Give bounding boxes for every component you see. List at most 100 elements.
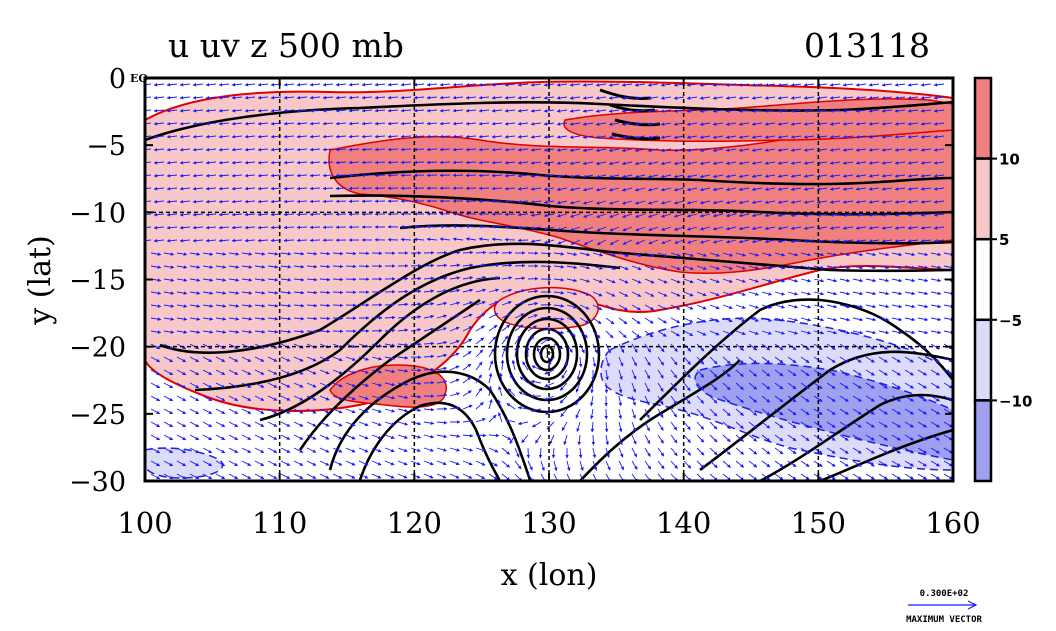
colorbar-tick-label: −10 [999,392,1032,410]
wind-vector [189,460,200,467]
wind-vector [384,343,396,348]
wind-vector [462,313,473,319]
wind-vector [348,82,360,87]
wind-vector [387,121,399,126]
wind-vector [231,199,243,204]
wind-vector [335,121,347,126]
wind-vector [254,408,265,414]
wind-vector [150,304,162,308]
wind-vector [205,212,217,217]
wind-vector [335,173,347,178]
wind-vector [257,121,269,126]
wind-vector [478,224,490,229]
wind-vector [280,356,291,362]
wind-vector [228,291,240,295]
wind-vector [283,199,295,204]
wind-vector [215,330,227,334]
wind-vector [189,447,200,454]
wind-vector [462,276,474,280]
wind-vector [374,134,386,139]
wind-vector [267,382,278,388]
wind-vector [296,160,308,165]
wind-vector [387,95,399,100]
wind-vector [280,303,292,308]
wind-vector [426,134,438,139]
wind-vector [296,173,308,178]
wind-vector [189,265,201,269]
wind-vector [202,434,213,441]
wind-vector [371,356,383,361]
wind-vector [361,147,373,152]
wind-vector [436,276,448,280]
wind-vector [254,278,266,282]
wind-vector [244,95,256,100]
wind-vector [397,408,409,413]
wind-vector [153,134,165,139]
wind-vector [361,186,373,191]
z-contour [159,242,953,354]
colorbar-band [973,237,993,322]
wind-vector [166,199,178,204]
wind-vector [319,395,330,401]
wind-vector [215,369,226,376]
wind-vector [332,408,343,414]
wind-vector [462,363,472,371]
wind-vector [163,356,174,363]
wind-vector [267,395,278,401]
wind-vector [293,369,304,375]
wind-vector [150,408,161,415]
wind-vector [218,160,230,165]
wind-vector [423,434,435,439]
wind-vector [397,302,409,307]
wind-vector [189,473,200,480]
wind-vector [215,304,227,308]
wind-vector [254,473,265,480]
wind-vector [293,382,304,388]
wind-vector [332,421,343,427]
wind-vector [413,82,425,87]
wind-vector [436,460,447,466]
wind-vector [296,147,308,152]
wind-vector [449,250,461,255]
wind-vector [374,160,386,165]
wind-vector [436,289,448,293]
wind-vector [283,225,295,230]
wind-vector [306,277,318,282]
wind-vector [241,447,252,454]
wind-vector [348,173,360,178]
wind-vector [218,173,230,178]
wind-vector [465,173,477,178]
wind-vector [176,265,188,269]
wind-vector [296,82,308,87]
wind-vector [319,421,330,427]
wind-vector [218,225,230,230]
z-contour [699,350,953,472]
y-tick-label: −20 [69,333,126,364]
wind-vector [283,121,295,126]
wind-vector [306,421,317,427]
wind-vector [452,108,464,113]
wind-vector [231,147,243,152]
wind-vector [257,173,269,178]
wind-vector [296,95,308,100]
wind-vector [218,238,230,243]
wind-vector [150,447,161,454]
wind-vector [215,278,227,282]
wind-vector [293,408,304,414]
wind-vector [423,302,435,306]
wind-vector [163,252,175,256]
wind-vector [332,356,343,362]
wind-vector [526,447,531,459]
wind-vector [462,433,474,438]
wind-vector [345,343,356,348]
vector-legend-value: 0.300E+02 [920,589,969,599]
wind-vector [205,238,217,243]
wind-vector [205,121,217,126]
wind-vector [215,473,226,480]
wind-vector [189,421,200,428]
wind-vector [202,447,213,454]
z-contour [579,359,741,481]
wind-vector [332,369,343,375]
wind-vector [166,238,178,243]
wind-vector [384,460,395,466]
